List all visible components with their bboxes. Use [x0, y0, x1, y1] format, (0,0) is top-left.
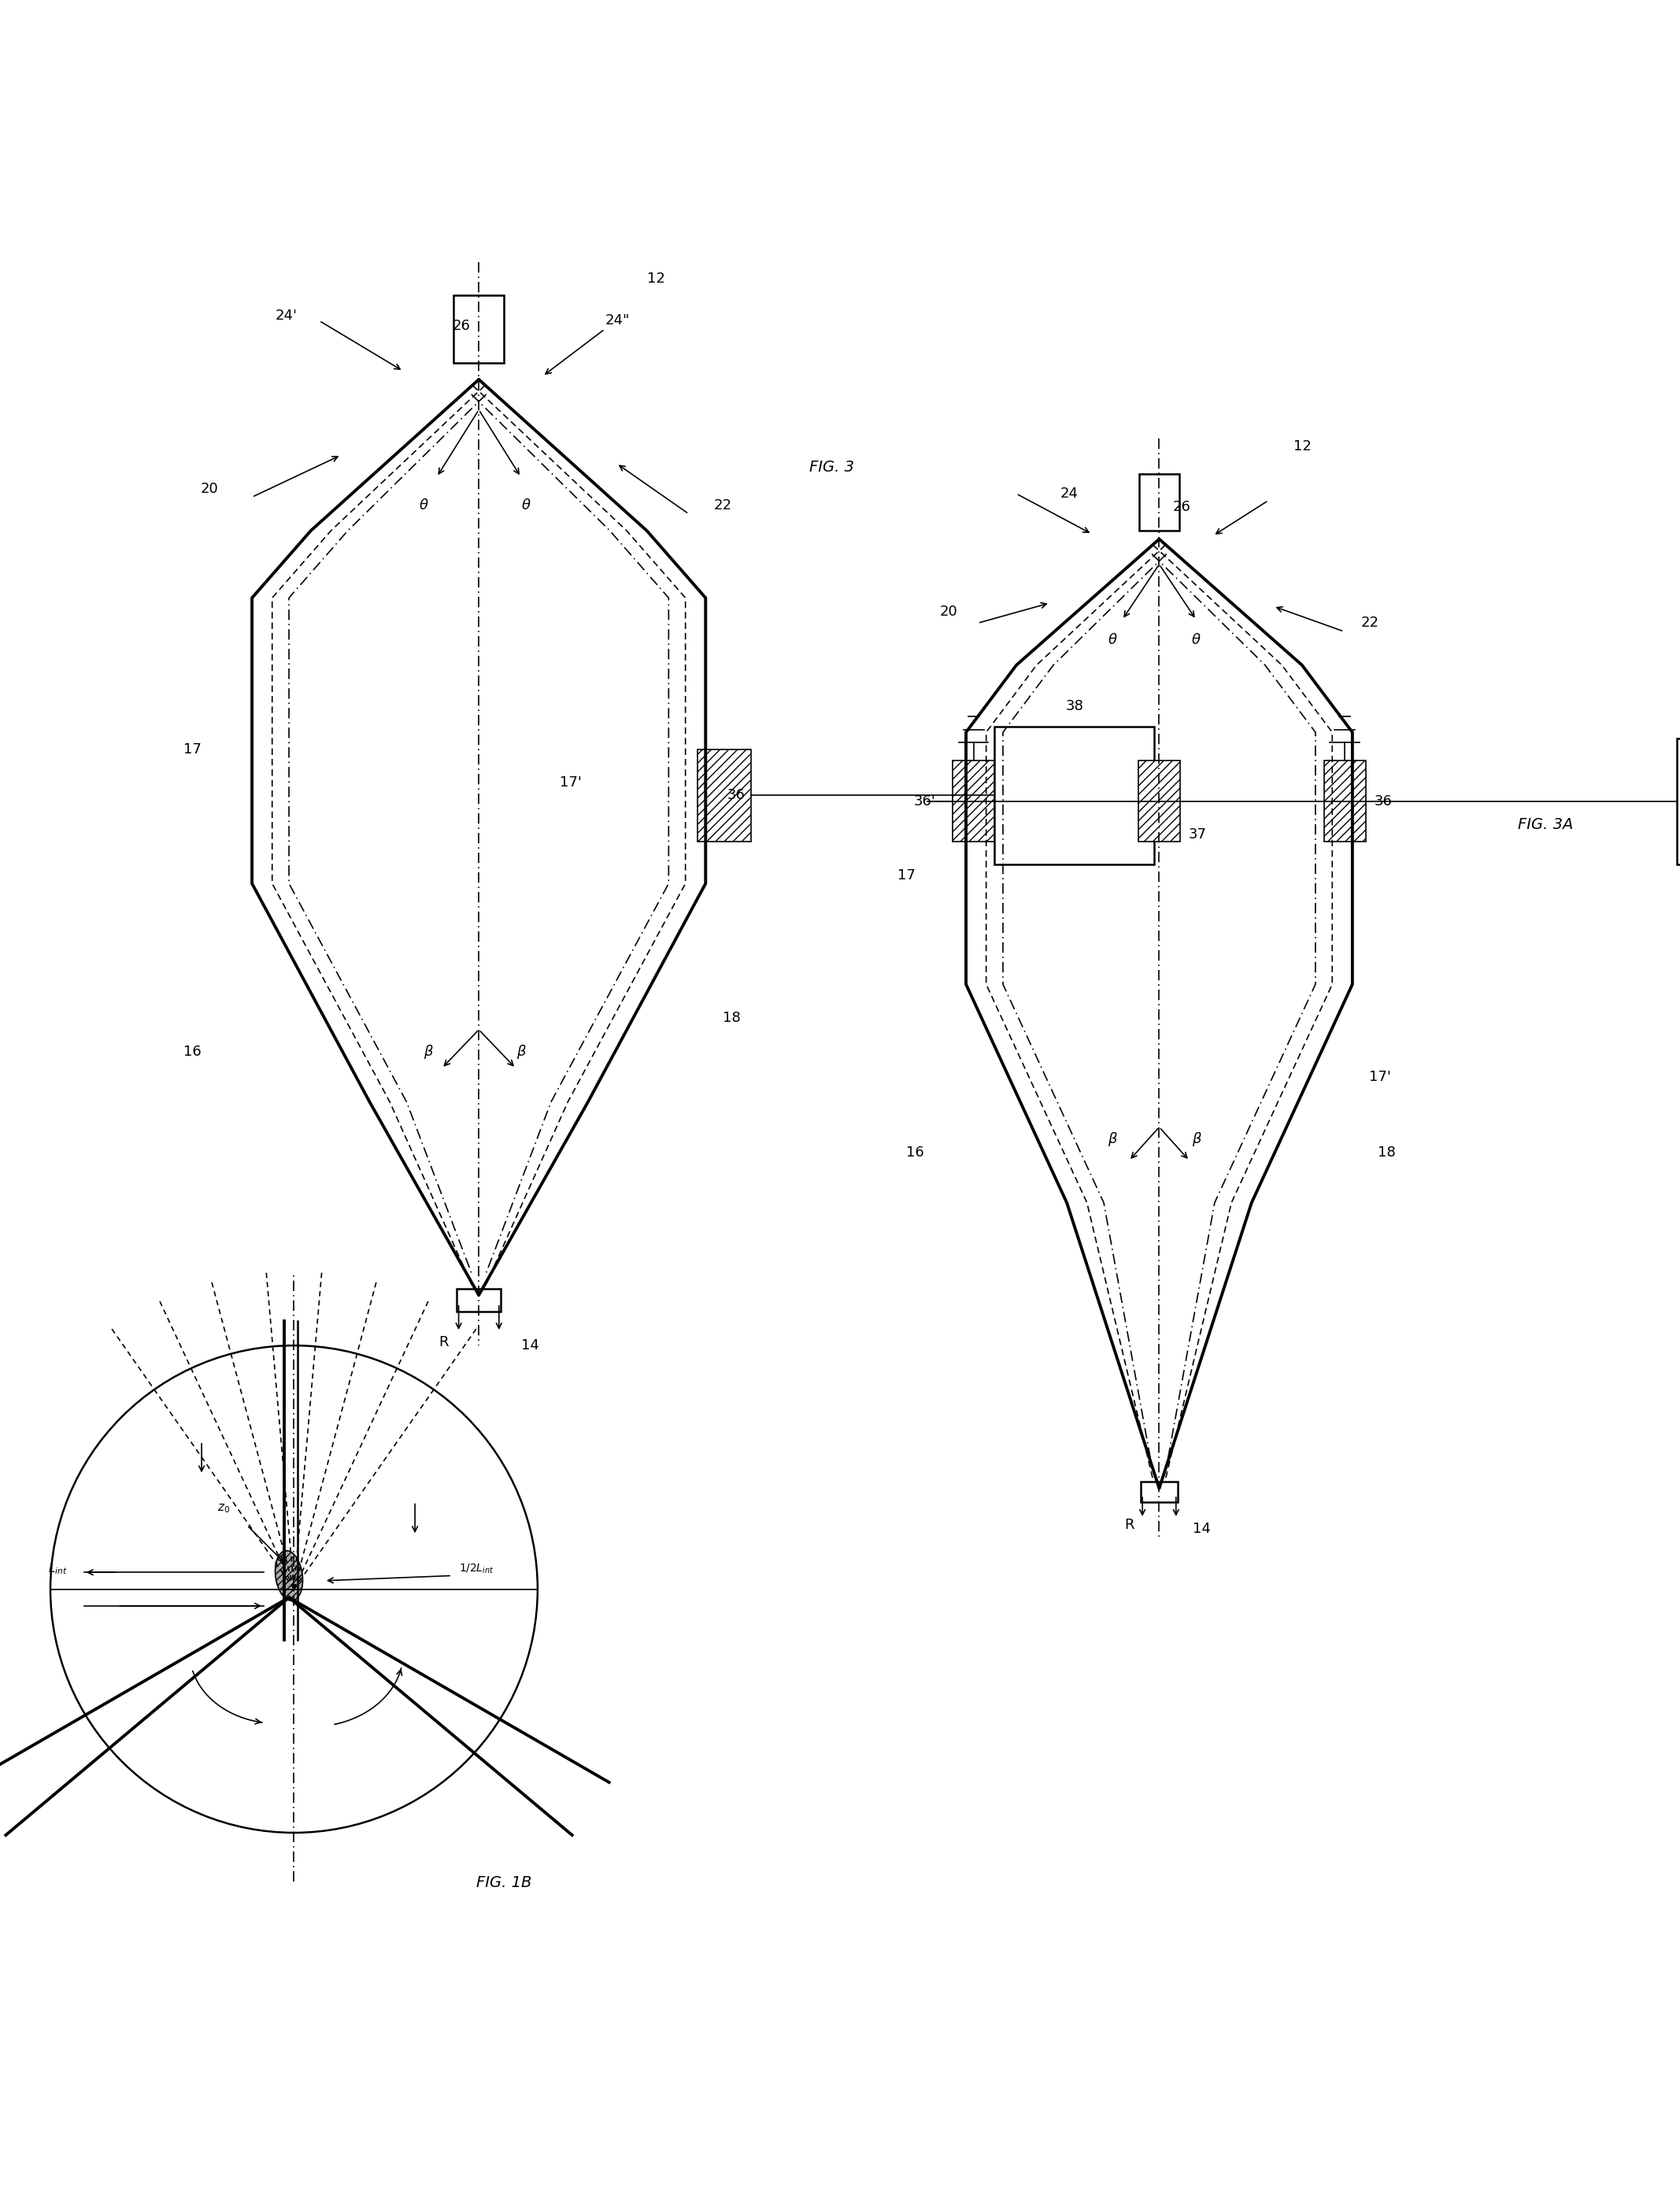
Text: 36: 36 [727, 787, 746, 803]
Bar [1677, 739, 1680, 864]
Text: 16: 16 [906, 1146, 924, 1159]
Text: 38: 38 [1065, 700, 1084, 713]
Text: β: β [516, 1045, 526, 1059]
Text: $z_0$: $z_0$ [217, 1502, 230, 1516]
Text: 17: 17 [183, 741, 202, 757]
Text: 18: 18 [722, 1010, 741, 1026]
Text: R: R [1124, 1518, 1134, 1533]
Bar [995, 726, 1154, 864]
Text: 17': 17' [1369, 1069, 1391, 1085]
Bar [454, 295, 504, 363]
Text: R: R [438, 1334, 449, 1349]
Bar [697, 750, 751, 842]
Text: $1/2L_{int}$: $1/2L_{int}$ [459, 1562, 494, 1575]
Ellipse shape [276, 1551, 302, 1601]
Text: θ: θ [1191, 632, 1201, 647]
Text: FIG. 3A: FIG. 3A [1519, 818, 1572, 833]
Bar [1139, 475, 1179, 531]
Text: 24: 24 [1060, 488, 1079, 501]
Text: 24': 24' [276, 308, 297, 324]
Text: 16: 16 [183, 1045, 202, 1059]
Text: 26: 26 [452, 319, 470, 332]
Text: 12: 12 [1294, 440, 1312, 453]
Bar [457, 1288, 501, 1312]
Text: 36': 36' [914, 794, 936, 809]
Text: θ: θ [521, 499, 531, 512]
Text: 22: 22 [1361, 617, 1379, 630]
Bar [953, 761, 995, 842]
Circle shape [50, 1345, 538, 1833]
Text: θ: θ [1107, 632, 1117, 647]
Text: FIG. 1B: FIG. 1B [477, 1876, 531, 1890]
Text: 14: 14 [521, 1338, 539, 1352]
Text: 22: 22 [714, 499, 732, 512]
Text: β: β [1191, 1133, 1201, 1146]
Text: 20: 20 [939, 604, 958, 619]
Text: 18: 18 [1378, 1146, 1396, 1159]
Text: 36: 36 [1374, 794, 1393, 809]
Bar [1324, 761, 1366, 842]
Text: 26: 26 [1173, 501, 1191, 514]
Text: 20: 20 [200, 481, 218, 496]
Bar [1139, 761, 1181, 842]
Text: $L_{int}$: $L_{int}$ [47, 1562, 67, 1577]
Text: 17: 17 [897, 868, 916, 881]
Text: 14: 14 [1193, 1522, 1211, 1535]
Text: β: β [423, 1045, 433, 1059]
Text: 24": 24" [605, 313, 630, 328]
Bar [1141, 1481, 1178, 1502]
Text: θ: θ [418, 499, 428, 512]
Text: β: β [1107, 1133, 1117, 1146]
Text: 37: 37 [1189, 827, 1206, 842]
Text: 12: 12 [647, 271, 665, 286]
Text: 17': 17' [559, 776, 581, 790]
Text: FIG. 3: FIG. 3 [810, 459, 853, 475]
